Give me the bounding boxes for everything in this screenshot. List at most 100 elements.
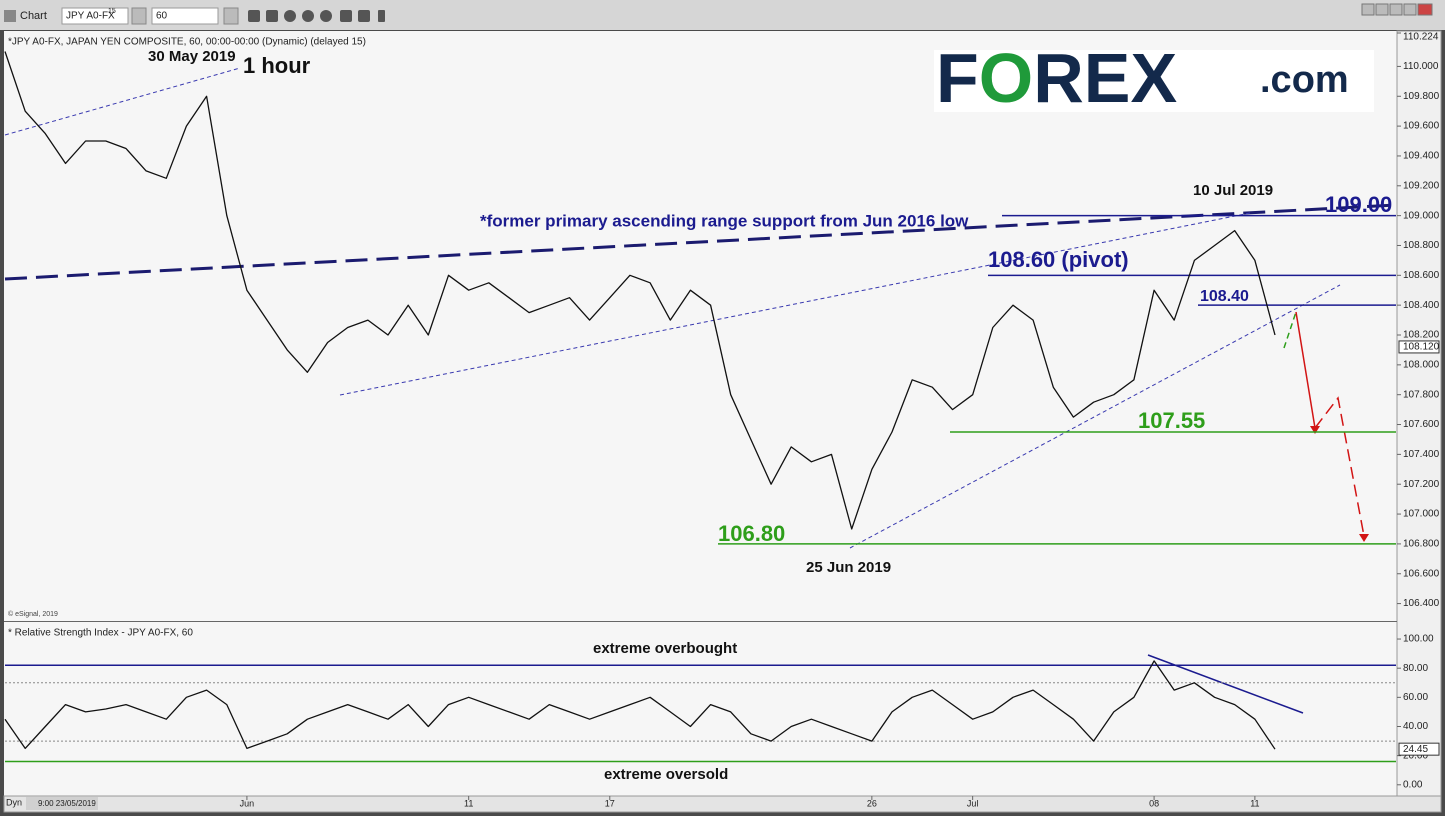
y-tick-label: 107.400 (1403, 449, 1440, 460)
chart-layer: Jun 11 17 26 Jul 08 11 106.400 106.600 106.800 107… (4, 32, 1440, 808)
y-tick-label: 20.00 (1403, 750, 1428, 761)
y-tick-label: 108.400 (1403, 300, 1440, 311)
min-button[interactable] (1375, 3, 1389, 16)
level-label: 108.60 (pivot) (988, 247, 1129, 272)
x-tick-label: Jul (967, 798, 979, 808)
trendline (4, 67, 241, 136)
price-panel (4, 31, 1397, 621)
last-value-label: 108.120 (1403, 342, 1440, 353)
level-label: 109.00 (1325, 192, 1392, 217)
y-tick-label: 107.200 (1403, 479, 1440, 490)
close-button[interactable] (1417, 3, 1433, 16)
last-value-label: 24.45 (1403, 744, 1428, 755)
restore-button[interactable] (1389, 3, 1403, 16)
trendline (339, 212, 1251, 396)
y-tick-label: 107.600 (1403, 419, 1440, 430)
y-tick-label: 109.800 (1403, 91, 1440, 102)
symbol-sup: 15 (108, 8, 116, 15)
logo-box (934, 50, 1374, 112)
rsi-panel (4, 622, 1397, 796)
level-label: 106.80 (718, 521, 785, 546)
tool-icon[interactable] (302, 10, 314, 22)
annotation: 30 May 2019 (148, 48, 236, 65)
y-tick-label: 109.200 (1403, 180, 1440, 191)
tool-icon[interactable] (358, 10, 370, 22)
x-tick-label: 11 (464, 798, 473, 808)
chart-icon (4, 10, 16, 22)
projection-up (1283, 311, 1297, 349)
y-tick-label: 100.00 (1403, 634, 1434, 645)
y-tick-label: 108.000 (1403, 359, 1440, 370)
x-tick-label: Jun (240, 798, 255, 808)
x-tick-label: 08 (1149, 798, 1159, 808)
arrow-head (1359, 534, 1369, 542)
last-value-tag (1398, 340, 1440, 354)
level-label: 107.55 (1138, 408, 1205, 433)
tool-icon[interactable] (378, 10, 385, 22)
y-tick-label: 80.00 (1403, 663, 1428, 674)
y-tick-label: 109.600 (1403, 121, 1440, 132)
footer-mode: Dyn (6, 797, 22, 807)
help-button[interactable] (1361, 3, 1375, 16)
tool-icon[interactable] (248, 10, 260, 22)
price-axis (1396, 30, 1442, 797)
window-buttons (1361, 3, 1433, 16)
footer-start-box (26, 797, 98, 810)
toolbar-title: Chart (20, 10, 47, 22)
time-axis (3, 795, 1442, 813)
tool-icons (248, 10, 385, 22)
symbol[interactable]: JPY A0-FX (66, 11, 115, 22)
y-tick-label: 109.000 (1403, 210, 1440, 221)
max-button[interactable] (1403, 3, 1417, 16)
price-line (4, 660, 1276, 750)
projection-down (1314, 396, 1365, 537)
price-line (4, 51, 1276, 530)
logo-domain: .com (1260, 59, 1349, 101)
arrow-head (1310, 426, 1320, 434)
y-tick-label: 107.000 (1403, 509, 1440, 520)
annotation: 10 Jul 2019 (1193, 182, 1273, 199)
rsi-title: * Relative Strength Index - JPY A0-FX, 6… (8, 628, 193, 639)
tool-icon[interactable] (284, 10, 296, 22)
last-value-tag (1398, 742, 1440, 756)
y-tick-label: 108.800 (1403, 240, 1440, 251)
x-tick-label: 17 (605, 798, 615, 808)
symbol-box[interactable] (61, 7, 129, 25)
trendline (849, 284, 1341, 549)
annotation: 1 hour (243, 53, 311, 78)
y-tick-label: 108.200 (1403, 330, 1440, 341)
interval[interactable]: 60 (156, 11, 168, 22)
logo: FOREX (936, 39, 1177, 117)
copyright: © eSignal, 2019 (8, 610, 58, 618)
clock-button[interactable] (223, 7, 239, 25)
y-tick-label: 106.600 (1403, 568, 1440, 579)
y-tick-label: 110.000 (1403, 61, 1439, 72)
tool-icon[interactable] (340, 10, 352, 22)
y-tick-label: 110.224 (1403, 32, 1439, 43)
y-tick-label: 109.400 (1403, 151, 1440, 162)
y-tick-label: 108.600 (1403, 270, 1440, 281)
major-trendline (4, 203, 1397, 281)
y-tick-label: 106.800 (1403, 539, 1440, 550)
footer-start: 9:00 23/05/2019 (38, 799, 96, 808)
tool-icon[interactable] (266, 10, 278, 22)
y-tick-label: 106.400 (1403, 598, 1440, 609)
link-button[interactable] (131, 7, 147, 25)
trendlines (4, 67, 1397, 714)
y-tick-label: 107.800 (1403, 389, 1440, 400)
interval-box[interactable] (151, 7, 219, 25)
annotation: 25 Jun 2019 (806, 559, 891, 576)
toolbar (0, 0, 1445, 30)
x-tick-label: 11 (1250, 798, 1259, 808)
y-tick-label: 60.00 (1403, 692, 1428, 703)
y-tick-label: 40.00 (1403, 721, 1428, 732)
level-label: 108.40 (1200, 288, 1249, 305)
annotation: *former primary ascending range support … (480, 211, 969, 230)
chart-header: *JPY A0-FX, JAPAN YEN COMPOSITE, 60, 00:… (8, 37, 366, 48)
projection-down (1295, 311, 1316, 429)
y-tick-label: 0.00 (1403, 779, 1423, 790)
annotation: extreme oversold (604, 766, 728, 783)
tool-icon[interactable] (320, 10, 332, 22)
x-tick-label: 26 (867, 798, 877, 808)
